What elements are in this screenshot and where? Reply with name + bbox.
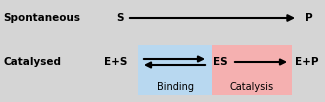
Text: ES: ES [213,57,227,67]
Text: P: P [305,13,313,23]
Text: E+P: E+P [295,57,319,67]
Text: S: S [116,13,124,23]
Bar [212,45,292,95]
Text: Spontaneous: Spontaneous [3,13,80,23]
Text: Catalysis: Catalysis [230,82,274,92]
Text: Binding: Binding [157,82,193,92]
Text: Catalysed: Catalysed [3,57,61,67]
Text: E+S: E+S [104,57,128,67]
Bar [138,45,212,95]
